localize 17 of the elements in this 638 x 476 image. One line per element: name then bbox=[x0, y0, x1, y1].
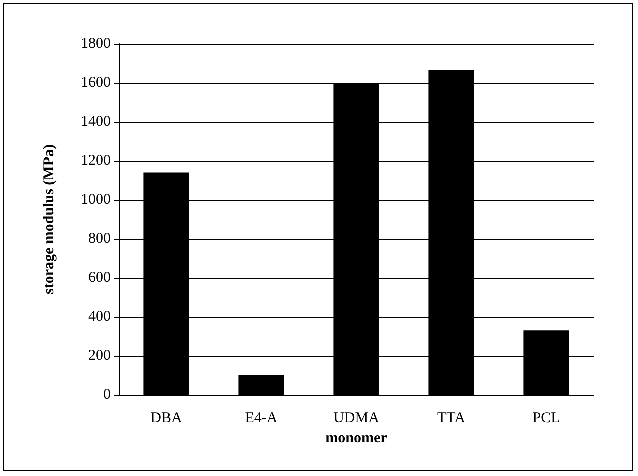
y-tick-label: 400 bbox=[88, 309, 111, 325]
x-tick-label: TTA bbox=[438, 410, 466, 426]
y-tick-label: 200 bbox=[88, 348, 111, 364]
y-tick-label: 1000 bbox=[81, 192, 111, 208]
y-tick-label: 1600 bbox=[81, 75, 111, 91]
y-tick-label: 1200 bbox=[81, 153, 111, 169]
x-axis-title: monomer bbox=[326, 430, 388, 446]
x-tick-label: E4-A bbox=[245, 410, 278, 426]
x-tick-label: PCL bbox=[532, 410, 560, 426]
y-axis-title: storage modulus (MPa) bbox=[42, 144, 58, 294]
y-tick-label: 800 bbox=[88, 231, 111, 247]
y-tick-label: 1400 bbox=[81, 114, 111, 130]
x-tick-label: DBA bbox=[150, 410, 182, 426]
y-tick-label: 1800 bbox=[81, 36, 111, 52]
y-tick-label: 0 bbox=[104, 387, 111, 403]
y-tick-label: 600 bbox=[88, 270, 111, 286]
x-tick-label: UDMA bbox=[334, 410, 380, 426]
